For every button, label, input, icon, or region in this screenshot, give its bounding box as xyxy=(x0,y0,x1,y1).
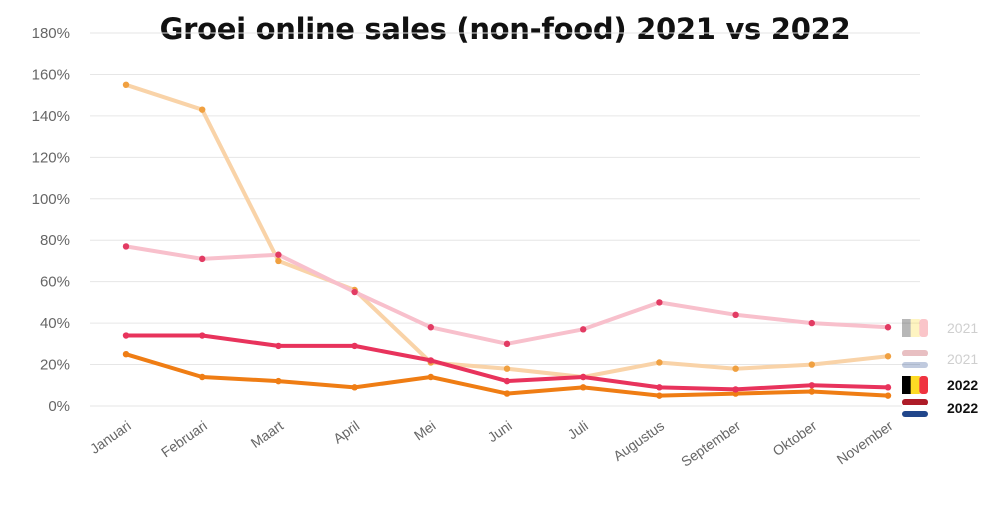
series-lines xyxy=(122,81,892,399)
data-point xyxy=(808,388,815,395)
x-tick-label: Juni xyxy=(485,417,515,445)
data-point xyxy=(503,377,511,385)
x-tick-label: Mei xyxy=(411,417,439,443)
data-point xyxy=(427,373,434,381)
series-3 xyxy=(122,332,892,393)
data-point xyxy=(275,377,282,385)
legend-item[interactable]: 2022 xyxy=(902,376,978,394)
data-point xyxy=(351,384,358,391)
data-point xyxy=(656,384,663,391)
y-tick-label: 0% xyxy=(48,398,70,415)
data-point xyxy=(732,311,739,319)
y-tick-label: 100% xyxy=(32,191,70,208)
legend-item[interactable]: 2021 xyxy=(902,350,978,368)
netherlands-flag-icon xyxy=(902,350,928,368)
data-point xyxy=(122,81,130,89)
data-point xyxy=(580,326,587,333)
legend-label: 2021 xyxy=(947,351,978,367)
series-line xyxy=(124,244,890,346)
data-point xyxy=(122,243,130,250)
x-tick-label: November xyxy=(834,417,896,467)
y-tick-label: 40% xyxy=(40,315,70,332)
x-tick-label: Augustus xyxy=(610,417,667,464)
y-axis-ticks: 0% 20% 40% 60% 80% 100% 120% 140% 160% 180% xyxy=(32,25,70,415)
data-point xyxy=(503,390,511,397)
gridlines xyxy=(90,32,920,407)
x-tick-label: Januari xyxy=(87,417,134,456)
data-point xyxy=(503,340,511,348)
x-tick-label: Juli xyxy=(565,417,591,442)
data-point xyxy=(199,373,206,381)
series-2 xyxy=(122,350,892,399)
y-tick-label: 180% xyxy=(32,25,70,42)
x-tick-label: April xyxy=(330,417,362,446)
data-point xyxy=(884,384,892,391)
data-point xyxy=(808,382,815,389)
y-tick-label: 20% xyxy=(40,357,70,374)
x-tick-label: Februari xyxy=(158,417,210,460)
data-point xyxy=(351,288,358,296)
legend: 2021 2021 2022 2022 xyxy=(902,319,978,417)
belgium-flag-icon xyxy=(902,319,928,337)
legend-item[interactable]: 2022 xyxy=(902,399,978,417)
data-point xyxy=(808,361,815,368)
chart-title: Groei online sales (non-food) 2021 vs 20… xyxy=(159,12,851,46)
x-tick-label: Maart xyxy=(248,417,287,451)
legend-label: 2022 xyxy=(947,377,978,393)
data-point xyxy=(427,357,434,364)
data-point xyxy=(351,342,358,350)
x-axis-ticks: Januari Februari Maart April Mei Juni Juli Augu… xyxy=(87,417,896,470)
series-1 xyxy=(122,243,892,348)
y-tick-label: 60% xyxy=(40,274,70,291)
data-point xyxy=(275,342,282,350)
data-point xyxy=(884,353,892,360)
data-point xyxy=(656,392,663,399)
data-point xyxy=(503,365,511,372)
y-tick-label: 140% xyxy=(32,108,70,125)
data-point xyxy=(656,359,663,366)
legend-label: 2022 xyxy=(947,400,978,416)
data-point xyxy=(199,106,206,113)
data-point xyxy=(275,251,282,258)
y-tick-label: 80% xyxy=(40,232,70,249)
x-tick-label: September xyxy=(678,417,744,470)
data-point xyxy=(122,332,130,339)
data-point xyxy=(122,350,130,358)
data-point xyxy=(580,373,587,381)
data-point xyxy=(732,386,739,393)
data-point xyxy=(656,299,663,306)
belgium-flag-icon xyxy=(902,376,928,394)
data-point xyxy=(884,392,892,399)
series-0 xyxy=(122,81,892,381)
data-point xyxy=(808,319,815,327)
data-point xyxy=(884,324,892,331)
data-point xyxy=(427,324,434,331)
series-line xyxy=(124,82,890,379)
legend-item[interactable]: 2021 xyxy=(902,319,978,337)
data-point xyxy=(199,332,206,339)
y-tick-label: 160% xyxy=(32,66,70,83)
legend-label: 2021 xyxy=(947,320,978,336)
netherlands-flag-icon xyxy=(902,399,928,417)
x-tick-label: Oktober xyxy=(770,417,820,459)
data-point xyxy=(732,365,739,372)
y-tick-label: 120% xyxy=(32,149,70,166)
series-line xyxy=(124,352,890,398)
data-point xyxy=(580,384,587,391)
data-point xyxy=(199,255,206,263)
data-point xyxy=(275,257,282,265)
